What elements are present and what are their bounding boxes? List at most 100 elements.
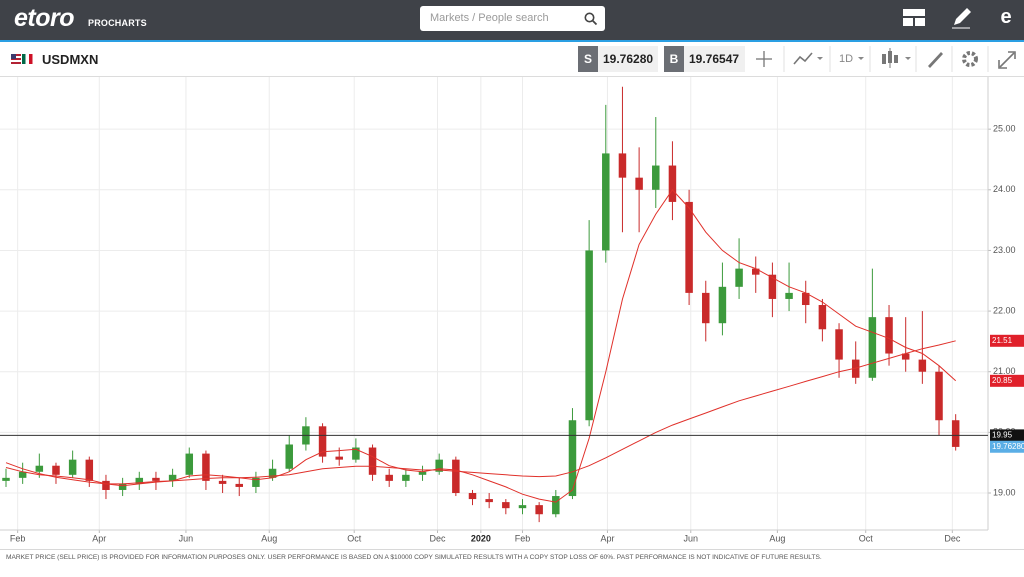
x-tick-label: Oct (859, 533, 874, 543)
candle-body (735, 268, 743, 287)
x-tick-label: Jun (684, 533, 699, 543)
candle-body (268, 468, 277, 478)
candle-body (718, 286, 727, 324)
x-tick-label: Oct (347, 533, 362, 543)
search-icon (584, 12, 598, 26)
candle-body (885, 317, 893, 354)
x-tick-label: Apr (92, 533, 106, 543)
sell-label[interactable]: S (578, 46, 598, 72)
candle-body (868, 317, 877, 378)
candle-body (68, 459, 77, 475)
candle-body (52, 465, 60, 475)
candle-tool[interactable] (882, 48, 898, 68)
candle-body (851, 359, 860, 378)
edit-icon[interactable] (950, 6, 974, 30)
buy-price[interactable]: 19.76547 (684, 46, 745, 72)
candle-body (402, 474, 410, 481)
y-tick-label: 22.00 (993, 305, 1016, 315)
candle-body (768, 274, 777, 299)
candle-body (502, 502, 510, 509)
candle-body (801, 292, 810, 306)
candle-body (102, 480, 110, 490)
x-tick-label: Feb (10, 533, 26, 543)
toolbar: USDMXN S 19.76280 B 19.76547 1D (0, 42, 1024, 77)
price-tag (990, 374, 1024, 387)
x-tick-label: 2020 (471, 533, 491, 543)
candle-body (918, 359, 927, 372)
candle-body (185, 453, 194, 475)
y-tick-label: 21.00 (993, 366, 1016, 376)
candle-body (552, 496, 560, 515)
x-tick-label: Aug (769, 533, 785, 543)
candle-body (2, 477, 10, 481)
candle-body (901, 353, 910, 360)
candle-body (218, 480, 227, 484)
x-tick-label: Dec (430, 533, 447, 543)
symbol: USDMXN (42, 52, 99, 67)
candle-body (335, 456, 343, 460)
dropdown-arrow[interactable] (858, 57, 864, 60)
price-tag (990, 334, 1024, 347)
buy-label[interactable]: B (664, 46, 684, 72)
x-tick-label: Jun (179, 533, 194, 543)
layout-icon[interactable] (903, 9, 927, 27)
price-tag (990, 429, 1024, 442)
search-box[interactable]: Markets / People search (420, 6, 605, 31)
sell-price[interactable]: 19.76280 (598, 46, 659, 72)
candle-body (352, 447, 360, 460)
svg-text:e: e (1000, 6, 1011, 28)
candle-body (202, 453, 210, 481)
candle-body (435, 459, 443, 472)
candle-body (668, 165, 677, 202)
candle-body (118, 483, 127, 490)
draw-tool[interactable] (928, 52, 943, 68)
candle-body (835, 329, 843, 360)
line-tool[interactable] (793, 52, 813, 65)
x-tick-label: Apr (600, 533, 614, 543)
candle-body (602, 153, 610, 251)
crosshair-tool[interactable] (756, 51, 772, 67)
candle-body (568, 420, 577, 497)
candle-body (785, 292, 793, 299)
candle-body (751, 268, 760, 275)
y-tick-label: 19.00 (993, 487, 1016, 497)
candle-body (485, 499, 493, 503)
candle-body (285, 444, 293, 469)
price-tag-label: 21.51 (992, 336, 1013, 345)
candle-body (252, 477, 260, 487)
candle-body (135, 477, 144, 484)
price-tag (990, 440, 1024, 453)
candle-body (18, 471, 27, 478)
candle-body (452, 459, 460, 494)
footer: MARKET PRICE (SELL PRICE) IS PROVIDED FO… (0, 549, 1024, 577)
x-tick-label: Dec (944, 533, 961, 543)
etoro-icon[interactable]: e (994, 6, 1018, 30)
price-tag-label: 19.95 (992, 431, 1013, 440)
y-tick-label: 23.00 (993, 245, 1016, 255)
candle-body (652, 165, 660, 190)
candle-body (951, 420, 960, 447)
expand-icon[interactable] (998, 51, 1016, 69)
settings-icon[interactable] (962, 51, 978, 67)
candle-body (85, 459, 94, 481)
price-tag-label: 20.85 (992, 376, 1013, 385)
x-tick-label: Feb (515, 533, 531, 543)
candle-body (368, 447, 377, 475)
candle-body (685, 201, 693, 293)
candle-body (318, 426, 327, 457)
candle-body (235, 483, 244, 487)
logo[interactable]: etoro (14, 4, 75, 32)
interval[interactable]: 1D (839, 53, 854, 65)
candle-body (168, 474, 177, 481)
candle-body (935, 371, 943, 421)
dropdown-arrow[interactable] (905, 57, 911, 60)
candle-body (35, 465, 44, 472)
x-tick-label: Aug (261, 533, 277, 543)
dropdown-arrow[interactable] (817, 57, 823, 60)
chart-tools (744, 46, 1016, 72)
price-tag-label: 19.76280 (992, 442, 1024, 451)
flag-icon (11, 54, 33, 64)
moving-average (5, 340, 956, 485)
